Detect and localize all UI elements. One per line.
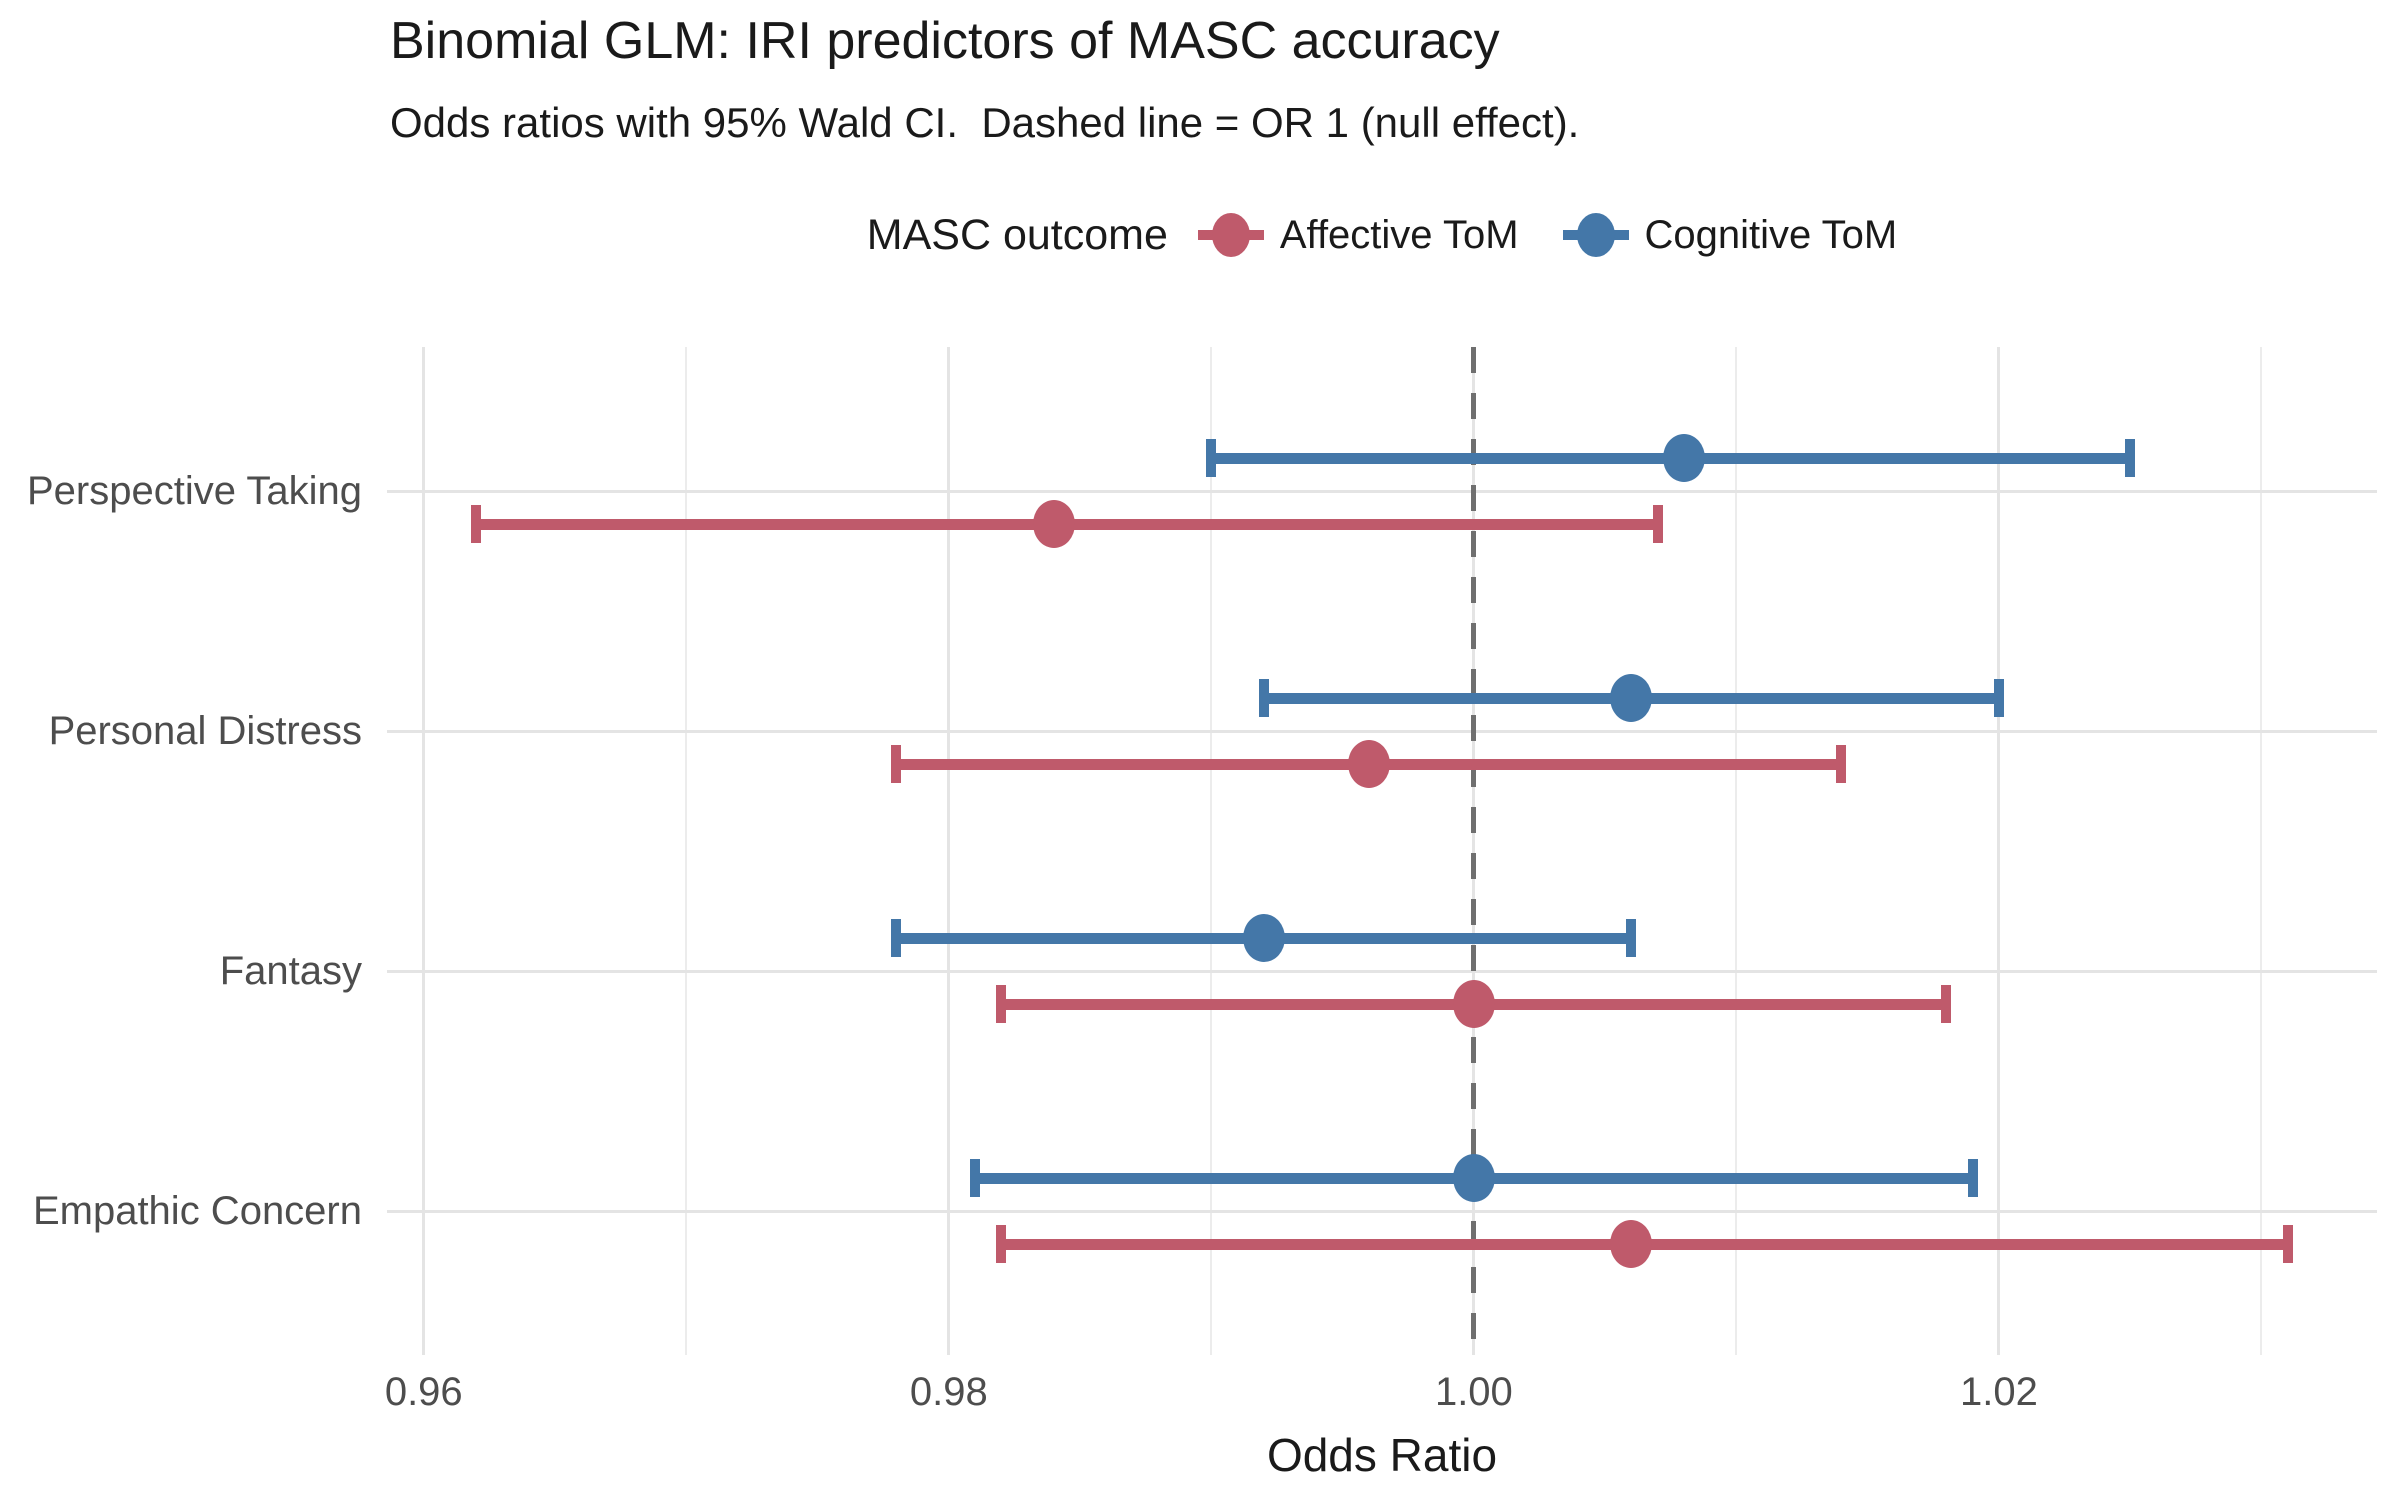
y-axis-label: Perspective Taking (27, 469, 362, 513)
y-axis-label: Fantasy (219, 949, 362, 993)
plot-title: Binomial GLM: IRI predictors of MASC acc… (390, 12, 1500, 70)
ci-cap-high (1836, 745, 1847, 783)
x-axis-title: Odds Ratio (1266, 1429, 1498, 1481)
gridline-category (387, 1209, 2377, 1213)
y-axis-label: Empathic Concern (32, 1189, 362, 1233)
plot-subtitle: Odds ratios with 95% Wald CI. Dashed lin… (390, 99, 1580, 146)
ci-cap-low (1258, 679, 1269, 717)
gridline-major (1997, 347, 2001, 1355)
ci-cap-low (891, 919, 902, 957)
ci-cap-low (996, 985, 1007, 1023)
legend-key-dot (1211, 213, 1250, 257)
ci-cap-low (891, 745, 902, 783)
gridline-category (387, 729, 2377, 733)
x-axis-tick-label: 0.98 (909, 1370, 988, 1414)
x-axis-tick-label: 0.96 (384, 1370, 463, 1414)
null-effect-reference-line (1471, 347, 1477, 1355)
ci-cap-high (1652, 505, 1663, 543)
ci-cap-high (1941, 985, 1952, 1023)
gridline-category (387, 489, 2377, 493)
gridline-major (947, 347, 951, 1355)
gridline-minor (1735, 347, 1738, 1355)
x-axis-tick-label: 1.00 (1434, 1370, 1513, 1414)
legend-title: MASC outcome (866, 210, 1168, 259)
ci-cap-high (1626, 919, 1637, 957)
gridline-minor (685, 347, 688, 1355)
odds-ratio-point (1610, 674, 1653, 722)
ci-cap-high (1993, 679, 2004, 717)
ci-cap-low (471, 505, 482, 543)
plot-panel (387, 347, 2377, 1355)
x-axis-tick-label: 1.02 (1960, 1370, 2038, 1414)
odds-ratio-point (1452, 980, 1495, 1028)
ci-cap-high (1967, 1159, 1978, 1197)
odds-ratio-point (1610, 1220, 1653, 1268)
odds-ratio-point (1347, 740, 1390, 788)
odds-ratio-point (1662, 434, 1705, 482)
legend-entry: Cognitive ToM (1562, 211, 1898, 259)
legend: MASC outcome Affective ToM Cognitive ToM (387, 200, 2377, 270)
ci-cap-low (996, 1225, 1007, 1263)
odds-ratio-point (1452, 1154, 1495, 1202)
odds-ratio-point (1032, 500, 1075, 548)
y-axis-label: Personal Distress (48, 709, 362, 753)
odds-ratio-point (1242, 914, 1285, 962)
legend-key-pointrange-icon (1562, 211, 1629, 259)
gridline-minor (1210, 347, 1213, 1355)
ci-cap-low (970, 1159, 981, 1197)
ci-cap-low (1206, 439, 1217, 477)
legend-key-pointrange-icon (1197, 211, 1264, 259)
gridline-minor (2260, 347, 2263, 1355)
legend-key-dot (1576, 213, 1615, 257)
legend-entry-label: Affective ToM (1279, 212, 1519, 257)
ci-cap-high (2282, 1225, 2293, 1263)
gridline-category (387, 969, 2377, 973)
legend-entry: Affective ToM (1197, 211, 1519, 259)
legend-entry-label: Cognitive ToM (1644, 212, 1898, 257)
gridline-major (422, 347, 426, 1355)
ci-cap-high (2125, 439, 2136, 477)
